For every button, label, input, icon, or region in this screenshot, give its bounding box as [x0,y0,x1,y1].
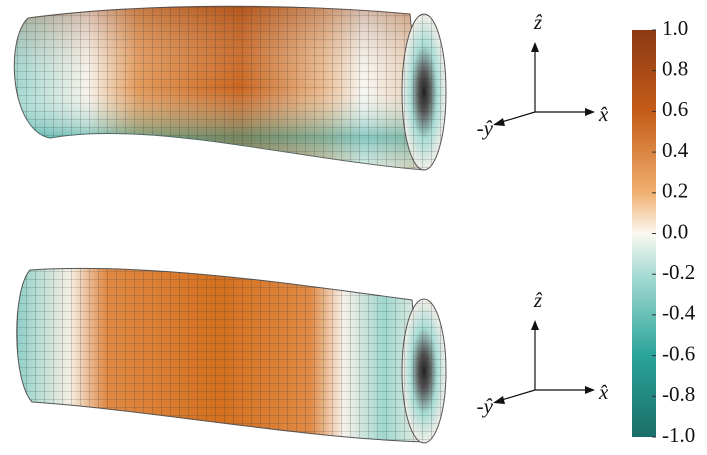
colorbar-tick-label: 0.4 [662,138,689,162]
colorbar-tick-label: 0.2 [662,179,688,203]
colorbar-tick-label: 1.0 [662,16,688,40]
colorbar-tick-label: -0.4 [662,301,696,325]
axis-arrows [495,322,593,402]
colorbar-tick-label: -1.0 [662,423,695,447]
colorbar-ticks: 1.0 0.8 0.6 0.4 0.2 0.0 -0.2 -0.4 -0.6 -0.8 -1.0 [652,16,696,447]
figure: ẑ x̂ -ŷ ẑ x̂ -ŷ 1.0 0.8 0.6 0.4 0.2 0.0 -0.2 -0.4 -0.… [0,0,707,450]
page: ẑ x̂ -ŷ ẑ x̂ -ŷ 1.0 0.8 0.6 0.4 0.2 0.0 -0.2 -0.4 -0.… [0,0,707,450]
y-axis-label: -ŷ [477,116,494,140]
colorbar-tick-label: -0.2 [662,260,695,284]
colorbar-tick-label: 0.8 [662,57,688,81]
x-axis-label: x̂ [598,102,609,126]
top-cylinder [14,6,446,170]
y-axis-label: -ŷ [477,394,494,418]
arrow-heads [493,320,595,404]
z-axis-label: ẑ [533,288,543,312]
colorbar-tick-label: 0.6 [662,97,688,121]
axes-triads: ẑ x̂ -ŷ ẑ x̂ -ŷ [477,10,609,418]
x-axis-label: x̂ [598,380,609,404]
axis-arrows [495,44,593,124]
axis-triad: ẑ x̂ -ŷ [477,10,609,140]
z-axis-label: ẑ [533,10,543,34]
axis-triad: ẑ x̂ -ŷ [477,288,609,418]
arrow-heads [493,42,595,126]
colorbar-tick-label: 0.0 [662,219,688,243]
colorbar-tick-label: -0.8 [662,382,695,406]
bottom-cylinder [17,268,446,443]
colorbar-tick-label: -0.6 [662,341,695,365]
